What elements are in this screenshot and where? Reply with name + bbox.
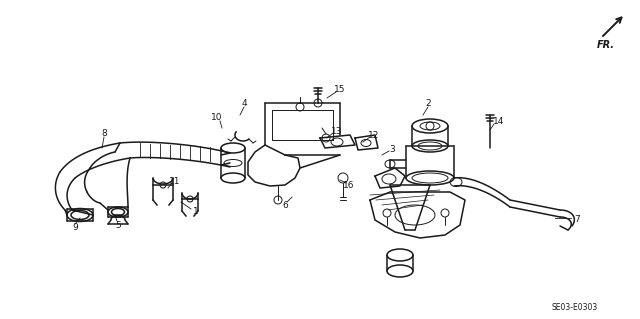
Text: SE03-E0303: SE03-E0303 <box>552 302 598 311</box>
Text: 14: 14 <box>493 117 505 127</box>
Text: 6: 6 <box>282 201 288 210</box>
Text: 8: 8 <box>101 129 107 137</box>
Text: 5: 5 <box>115 220 121 229</box>
Text: 1: 1 <box>193 207 199 217</box>
Text: 2: 2 <box>425 99 431 108</box>
Text: 10: 10 <box>211 114 223 122</box>
Text: 11: 11 <box>169 176 180 186</box>
Text: 4: 4 <box>241 99 247 108</box>
Text: 3: 3 <box>389 145 395 153</box>
Text: 7: 7 <box>574 216 580 225</box>
Text: 9: 9 <box>72 224 78 233</box>
Text: FR.: FR. <box>597 40 615 50</box>
Text: 13: 13 <box>332 127 343 136</box>
Text: 12: 12 <box>368 131 380 140</box>
Text: 16: 16 <box>343 181 355 189</box>
Text: 15: 15 <box>334 85 346 94</box>
